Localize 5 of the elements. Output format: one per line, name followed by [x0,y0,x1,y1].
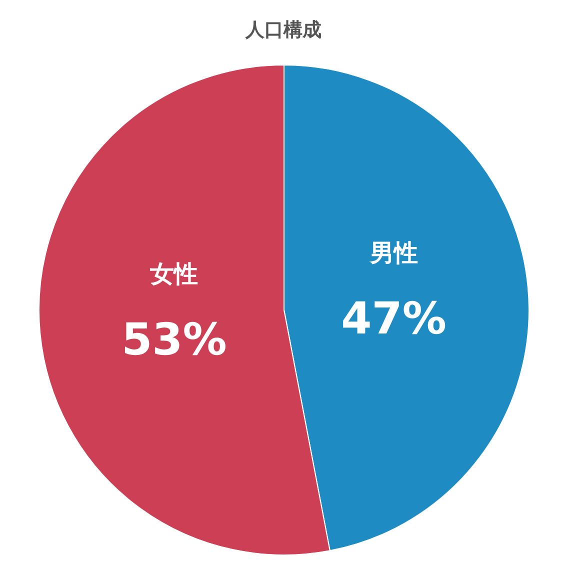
data-label: 47% [341,294,446,345]
slice-label: 男性 [368,239,418,268]
data-label: 53% [122,314,227,366]
slice-label: 女性 [149,260,198,288]
chart-title: 人口構成 [244,19,322,41]
